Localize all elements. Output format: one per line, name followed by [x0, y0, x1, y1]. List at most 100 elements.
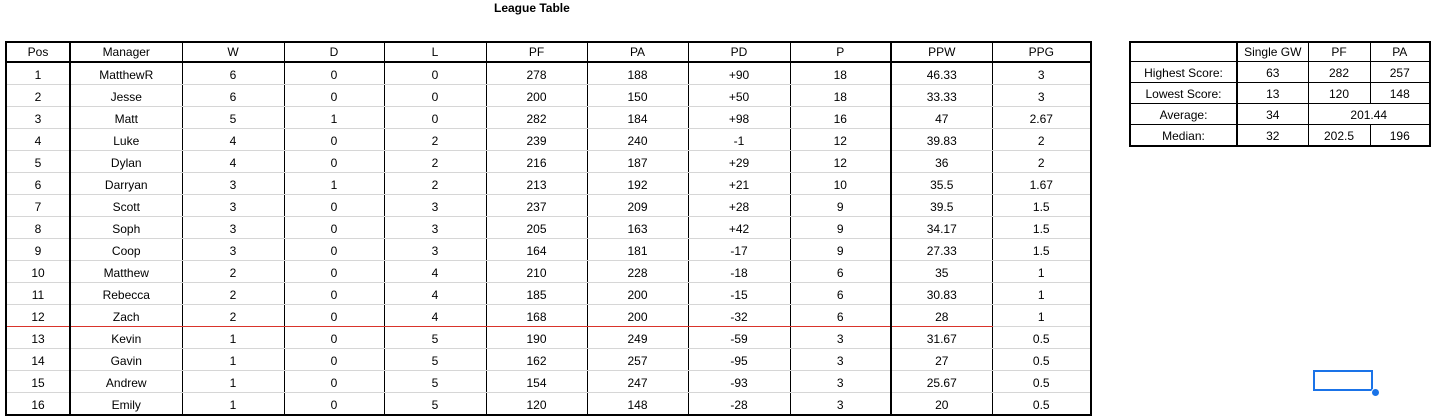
table-cell[interactable]: 7 — [5, 194, 71, 217]
table-cell[interactable]: Soph — [69, 216, 183, 239]
table-cell[interactable]: 184 — [586, 106, 689, 129]
table-cell[interactable]: 39.5 — [890, 194, 993, 217]
table-cell[interactable]: 185 — [485, 282, 588, 305]
column-header-cell[interactable]: PPW — [890, 42, 993, 63]
table-cell[interactable]: 1 — [991, 282, 1092, 305]
table-cell[interactable]: -17 — [687, 238, 791, 261]
table-cell[interactable]: 3 — [383, 194, 487, 217]
table-cell[interactable]: 247 — [586, 370, 689, 393]
table-cell[interactable]: Matthew — [69, 260, 183, 283]
table-cell[interactable]: 12 — [789, 128, 892, 151]
table-cell[interactable]: 4 — [5, 128, 71, 151]
table-cell[interactable]: 150 — [586, 84, 689, 107]
table-cell[interactable]: 6 — [789, 282, 892, 305]
table-cell[interactable]: Andrew — [69, 370, 183, 393]
table-cell[interactable]: 0 — [283, 392, 385, 415]
selected-cell[interactable] — [1313, 370, 1373, 391]
table-cell[interactable]: -1 — [687, 128, 791, 151]
table-cell[interactable]: 3 — [991, 62, 1092, 85]
table-cell[interactable]: 27.33 — [890, 238, 993, 261]
table-cell[interactable]: 30.83 — [890, 282, 993, 305]
table-cell[interactable]: 3 — [789, 370, 892, 393]
stats-cell[interactable]: 120 — [1307, 82, 1371, 104]
table-cell[interactable]: MatthewR — [69, 62, 183, 85]
table-cell[interactable]: 0 — [283, 62, 385, 85]
table-cell[interactable]: 1.67 — [991, 172, 1092, 195]
stats-label-cell[interactable]: Lowest Score: — [1129, 82, 1238, 104]
table-cell[interactable]: 2 — [991, 128, 1092, 151]
stats-header-cell[interactable]: Single GW — [1236, 41, 1309, 62]
table-cell[interactable]: 257 — [586, 348, 689, 371]
stats-merged-cell[interactable]: 201.44 — [1307, 103, 1431, 125]
table-cell[interactable]: 15 — [5, 370, 71, 393]
stats-header-cell[interactable]: PA — [1369, 41, 1431, 62]
column-header-cell[interactable]: P — [789, 42, 892, 63]
stats-cell[interactable]: 32 — [1236, 124, 1309, 147]
table-cell[interactable]: 1 — [181, 326, 285, 349]
table-cell[interactable]: +29 — [687, 150, 791, 173]
table-cell[interactable]: 0.5 — [991, 370, 1092, 393]
table-cell[interactable]: 3 — [991, 84, 1092, 107]
table-cell[interactable]: Kevin — [69, 326, 183, 349]
column-header-cell[interactable]: L — [383, 42, 487, 63]
stats-label-cell[interactable]: Average: — [1129, 103, 1238, 125]
table-cell[interactable]: +50 — [687, 84, 791, 107]
table-cell[interactable]: 192 — [586, 172, 689, 195]
table-cell[interactable]: 2 — [383, 150, 487, 173]
table-cell[interactable]: 11 — [5, 282, 71, 305]
stats-cell[interactable]: 257 — [1369, 61, 1431, 83]
table-cell[interactable]: 2 — [181, 304, 285, 327]
table-cell[interactable]: 228 — [586, 260, 689, 283]
table-cell[interactable]: 4 — [383, 304, 487, 327]
table-cell[interactable]: -95 — [687, 348, 791, 371]
fill-handle[interactable] — [1371, 388, 1380, 397]
table-cell[interactable]: 200 — [586, 304, 689, 327]
table-cell[interactable]: 190 — [485, 326, 588, 349]
table-cell[interactable]: 1 — [283, 106, 385, 129]
table-cell[interactable]: 5 — [383, 370, 487, 393]
table-cell[interactable]: 6 — [789, 260, 892, 283]
table-cell[interactable]: 2 — [383, 172, 487, 195]
table-cell[interactable]: 3 — [789, 392, 892, 415]
table-cell[interactable]: 4 — [383, 282, 487, 305]
table-cell[interactable]: 36 — [890, 150, 993, 173]
table-cell[interactable]: 6 — [181, 62, 285, 85]
table-cell[interactable]: +98 — [687, 106, 791, 129]
table-cell[interactable]: 1 — [283, 172, 385, 195]
table-cell[interactable]: 200 — [485, 84, 588, 107]
table-cell[interactable]: Rebecca — [69, 282, 183, 305]
table-cell[interactable]: 0 — [283, 260, 385, 283]
table-cell[interactable]: Gavin — [69, 348, 183, 371]
table-cell[interactable]: 31.67 — [890, 326, 993, 349]
table-cell[interactable]: 46.33 — [890, 62, 993, 85]
table-cell[interactable]: 10 — [5, 260, 71, 283]
table-cell[interactable]: 3 — [383, 216, 487, 239]
column-header-cell[interactable]: Pos — [5, 42, 71, 63]
table-cell[interactable]: 27 — [890, 348, 993, 371]
table-cell[interactable]: 3 — [181, 194, 285, 217]
table-cell[interactable]: Scott — [69, 194, 183, 217]
table-cell[interactable]: -32 — [687, 304, 791, 327]
column-header-cell[interactable]: PF — [485, 42, 588, 63]
table-cell[interactable]: 282 — [485, 106, 588, 129]
column-header-cell[interactable]: PPG — [991, 42, 1092, 63]
table-cell[interactable]: 3 — [181, 172, 285, 195]
table-cell[interactable]: 4 — [181, 150, 285, 173]
table-cell[interactable]: 16 — [5, 392, 71, 415]
table-cell[interactable]: 237 — [485, 194, 588, 217]
table-cell[interactable]: 120 — [485, 392, 588, 415]
table-cell[interactable]: 2 — [991, 150, 1092, 173]
table-cell[interactable]: 187 — [586, 150, 689, 173]
table-cell[interactable]: 0 — [283, 128, 385, 151]
table-cell[interactable]: 162 — [485, 348, 588, 371]
table-cell[interactable]: 8 — [5, 216, 71, 239]
table-cell[interactable]: 1.5 — [991, 238, 1092, 261]
table-cell[interactable]: Jesse — [69, 84, 183, 107]
table-cell[interactable]: 249 — [586, 326, 689, 349]
stats-cell[interactable]: 34 — [1236, 103, 1309, 125]
table-cell[interactable]: 1.5 — [991, 194, 1092, 217]
table-cell[interactable]: 9 — [789, 194, 892, 217]
table-cell[interactable]: 163 — [586, 216, 689, 239]
table-cell[interactable]: 168 — [485, 304, 588, 327]
column-header-cell[interactable]: Manager — [69, 42, 183, 63]
